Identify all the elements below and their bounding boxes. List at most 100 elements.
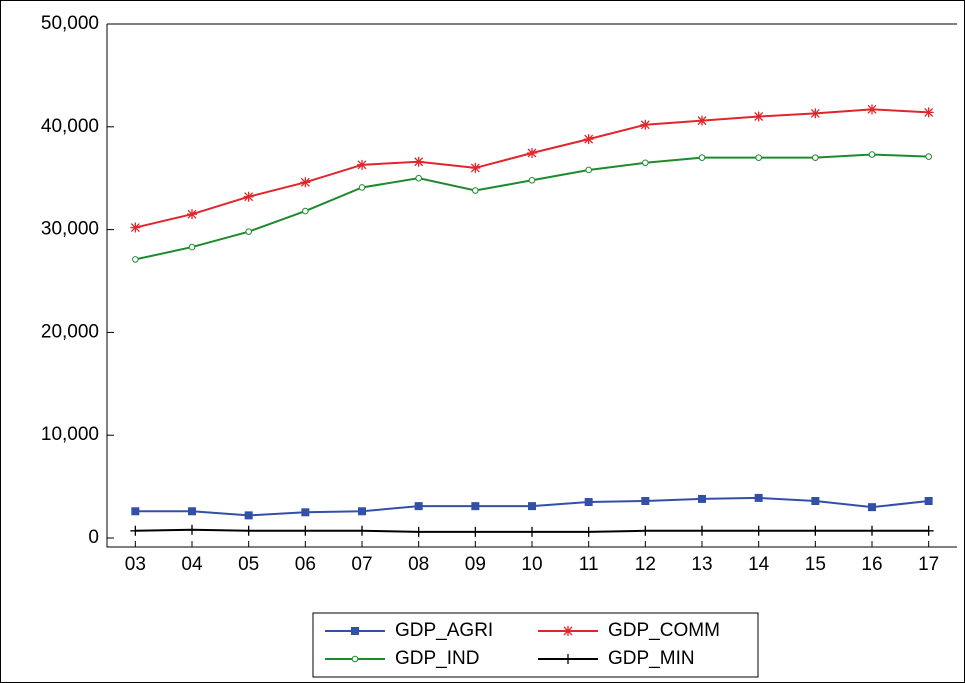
marker — [528, 502, 536, 511]
legend-label: GDP_AGRI — [395, 620, 493, 641]
marker — [300, 525, 311, 536]
marker — [413, 526, 424, 537]
marker — [640, 525, 651, 536]
marker — [868, 151, 876, 158]
marker-square — [754, 493, 763, 502]
marker-circle — [528, 176, 536, 184]
y-tick-label: 30,000 — [41, 219, 99, 240]
marker — [584, 498, 593, 507]
x-tick-label: 08 — [408, 554, 429, 575]
x-tick-label: 04 — [181, 554, 203, 575]
x-tick-label: 05 — [238, 554, 259, 575]
marker-plus — [300, 525, 311, 536]
marker-plus — [130, 525, 141, 536]
marker — [697, 115, 707, 126]
marker — [188, 243, 196, 251]
marker — [924, 496, 933, 505]
marker — [868, 503, 876, 512]
marker-plus — [697, 525, 707, 536]
marker-asterisk — [130, 222, 141, 233]
marker-plus — [583, 526, 594, 537]
marker-circle — [755, 154, 762, 161]
x-tick-label: 17 — [918, 554, 939, 575]
marker-plus — [243, 525, 254, 536]
marker-plus — [753, 525, 764, 536]
marker-square — [811, 496, 820, 505]
marker-square — [641, 496, 650, 505]
x-tick-label: 06 — [295, 554, 316, 575]
marker — [301, 508, 310, 517]
marker — [923, 525, 934, 536]
marker — [923, 107, 934, 118]
marker — [471, 502, 480, 511]
marker — [753, 111, 764, 122]
marker-circle — [925, 153, 932, 160]
y-tick-label: 20,000 — [41, 321, 99, 342]
marker — [754, 493, 763, 502]
marker — [300, 177, 311, 188]
marker — [187, 524, 197, 535]
marker — [130, 525, 141, 536]
marker-circle — [351, 655, 359, 663]
marker-plus — [867, 525, 877, 536]
marker-circle — [698, 154, 706, 161]
marker-square — [131, 507, 140, 516]
marker-asterisk — [923, 107, 934, 118]
marker-square — [244, 511, 253, 520]
marker-asterisk — [563, 626, 573, 636]
marker — [641, 496, 650, 505]
marker — [358, 184, 366, 191]
marker-asterisk — [753, 111, 764, 122]
y-tick-label: 40,000 — [41, 116, 99, 137]
marker — [527, 148, 537, 159]
marker-plus — [413, 526, 424, 537]
marker-square — [301, 508, 310, 517]
marker — [470, 526, 481, 537]
legend-label: GDP_COMM — [608, 620, 720, 641]
marker — [357, 525, 367, 536]
marker — [563, 654, 573, 664]
marker — [415, 174, 422, 182]
marker — [413, 156, 424, 167]
marker — [583, 526, 594, 537]
marker — [811, 496, 820, 505]
marker — [755, 154, 762, 161]
marker — [642, 159, 649, 167]
marker-square — [351, 627, 359, 635]
marker — [358, 507, 366, 516]
marker-plus — [357, 525, 367, 536]
marker-circle — [868, 151, 876, 158]
marker-square — [868, 503, 876, 512]
marker — [528, 176, 536, 184]
x-tick-label: 10 — [521, 554, 542, 575]
marker-plus — [470, 526, 481, 537]
marker-asterisk — [357, 159, 367, 170]
marker — [640, 119, 651, 130]
marker — [810, 525, 821, 536]
marker-circle — [415, 174, 422, 182]
marker-circle — [132, 256, 139, 263]
marker — [188, 507, 196, 516]
y-tick-label: 0 — [88, 527, 99, 548]
marker — [243, 525, 254, 536]
marker-circle — [358, 184, 366, 191]
x-tick-label: 14 — [748, 554, 770, 575]
marker-square — [584, 498, 593, 507]
legend-label: GDP_IND — [395, 648, 479, 669]
x-tick-label: 11 — [579, 554, 599, 575]
marker-asterisk — [243, 191, 254, 202]
marker — [243, 191, 254, 202]
marker — [351, 655, 359, 663]
x-tick-label: 09 — [465, 554, 486, 575]
marker — [131, 507, 140, 516]
y-tick-label: 50,000 — [41, 13, 99, 34]
marker-plus — [923, 525, 934, 536]
marker-square — [414, 502, 423, 511]
marker-plus — [527, 526, 537, 537]
marker-circle — [188, 243, 196, 251]
marker-plus — [810, 525, 821, 536]
marker-asterisk — [810, 108, 821, 119]
marker-plus — [187, 524, 197, 535]
